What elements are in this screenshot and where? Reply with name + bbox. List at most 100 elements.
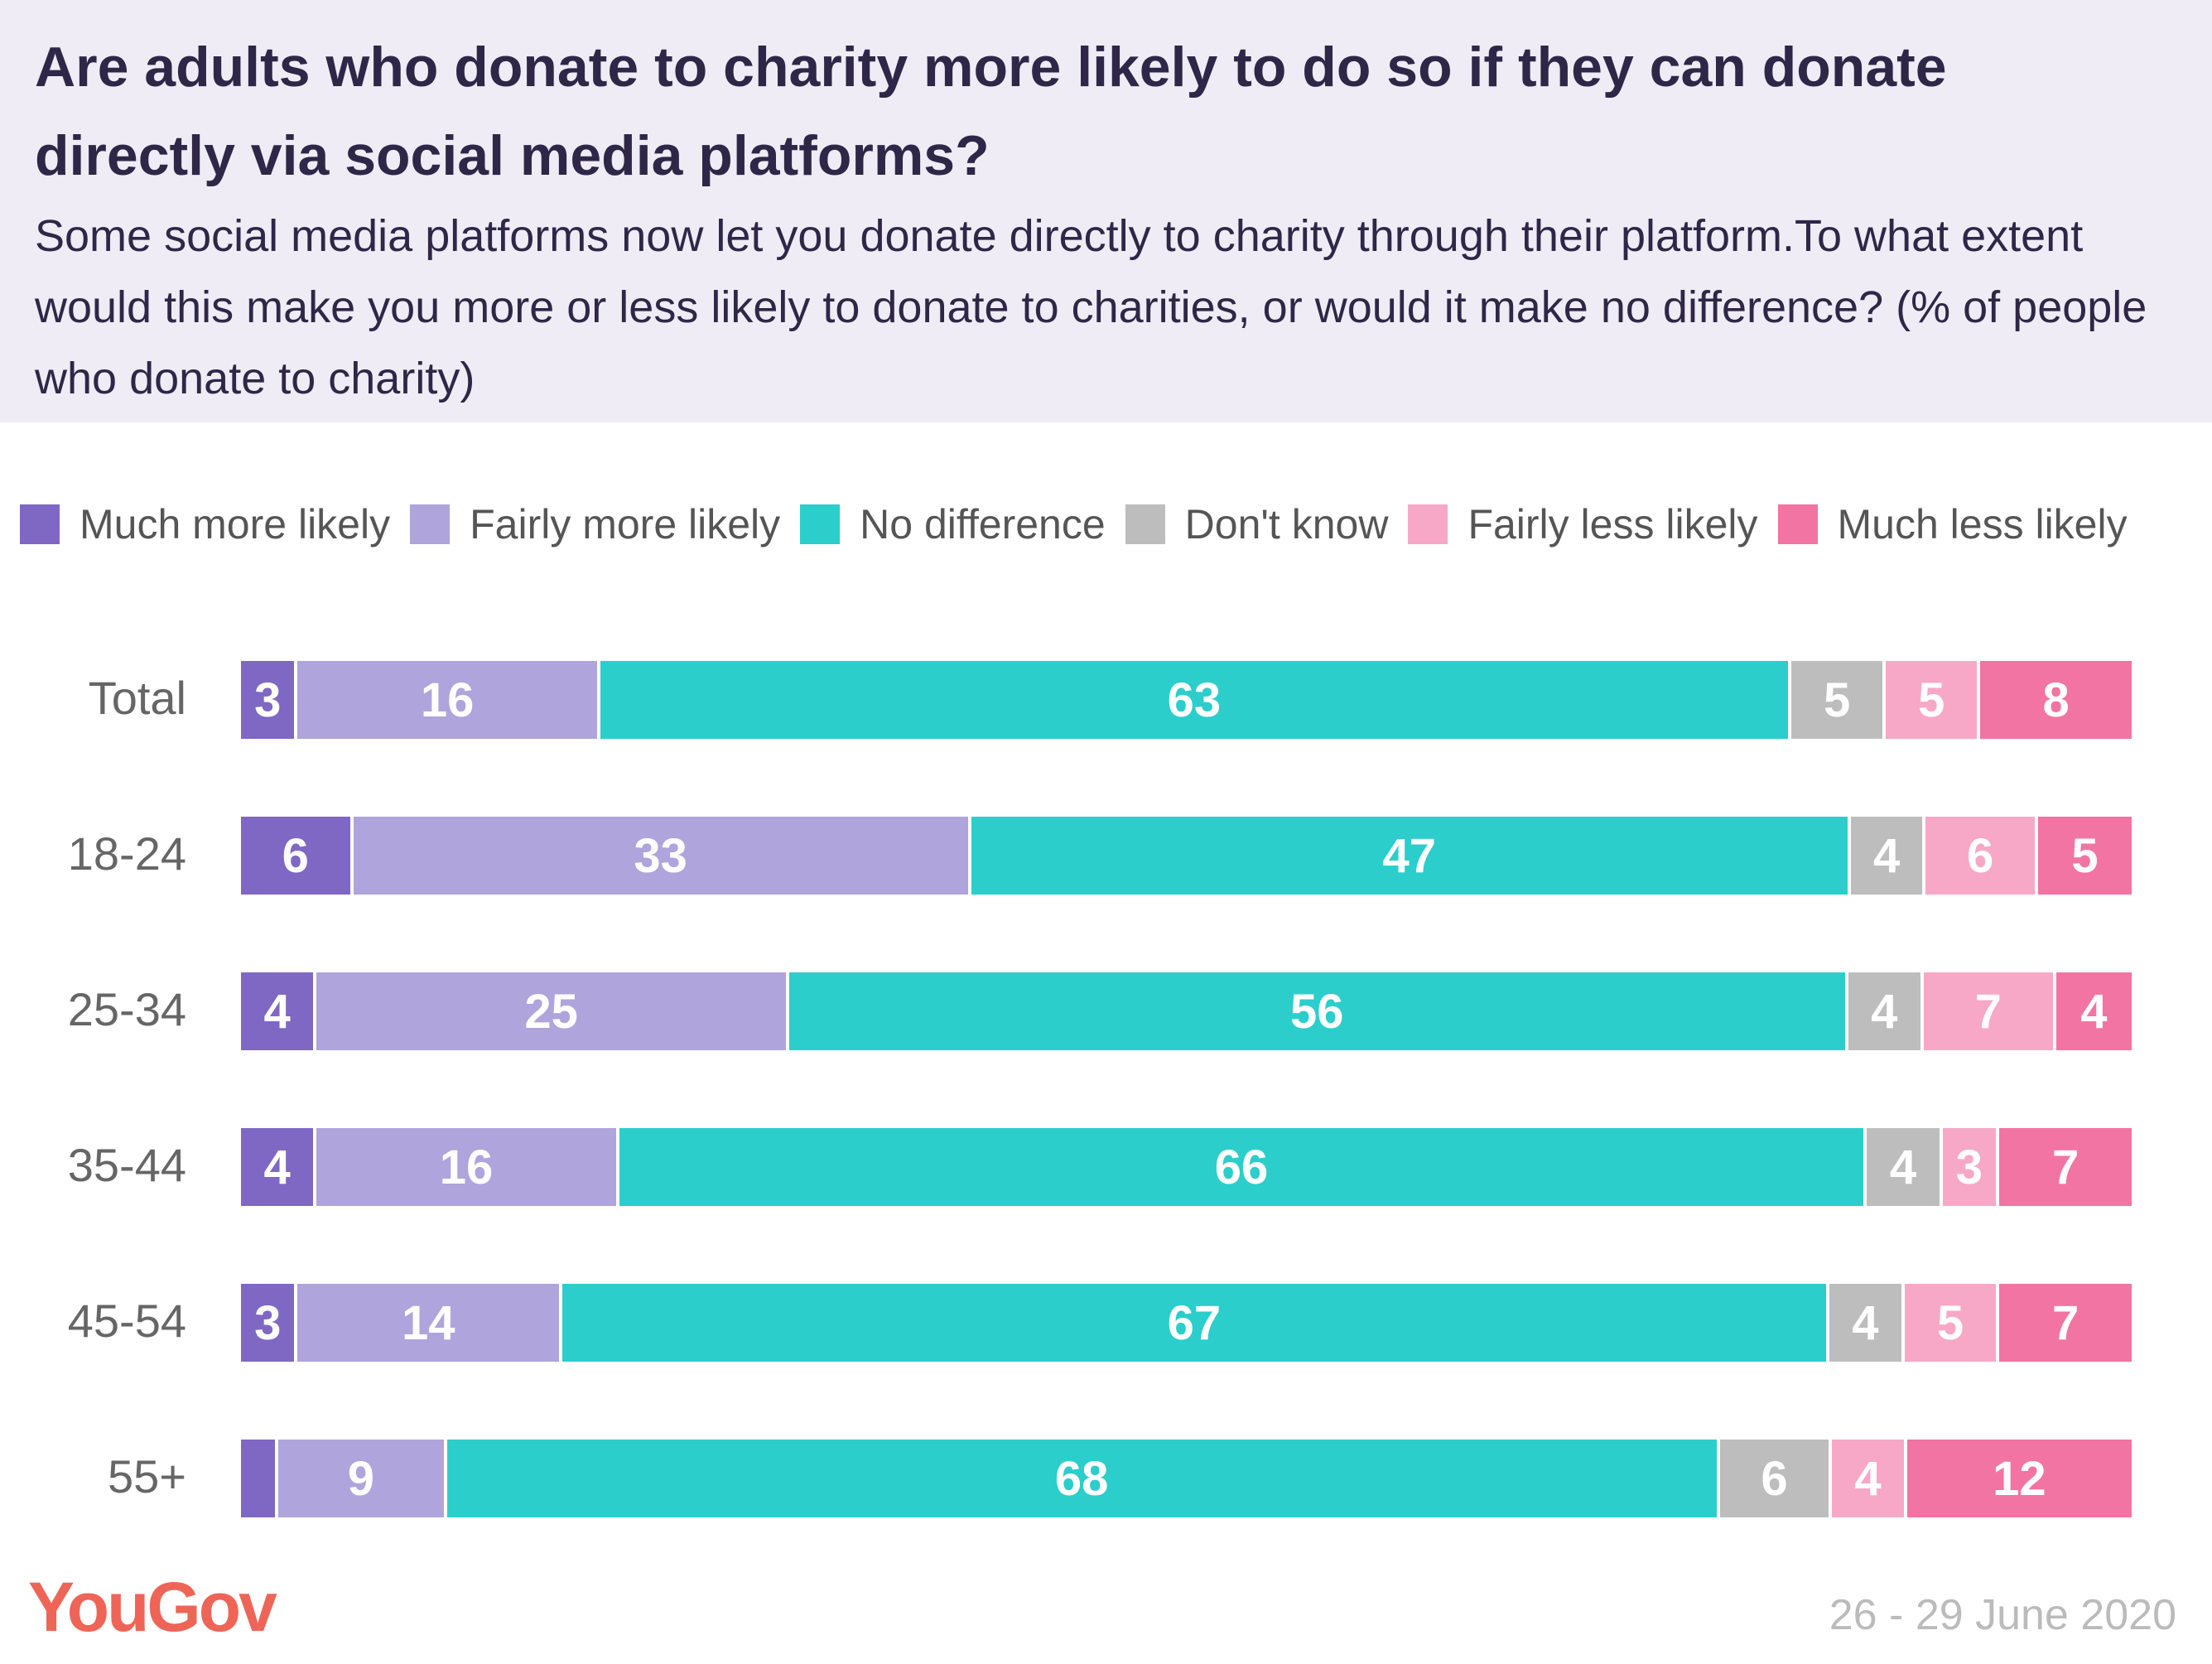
legend-label: Don't know bbox=[1184, 501, 1389, 547]
bar-segment: 3 bbox=[241, 1284, 298, 1362]
data-label: 67 bbox=[1167, 1295, 1222, 1350]
bar-segment: 12 bbox=[1906, 1440, 2132, 1517]
data-label: 6 bbox=[1761, 1451, 1788, 1506]
header-band: Are adults who donate to charity more li… bbox=[0, 0, 2212, 422]
legend-item: Much less likely bbox=[1777, 500, 2128, 548]
data-label: 33 bbox=[634, 828, 687, 883]
bar-segment: 4 bbox=[1867, 1128, 1943, 1206]
category-label: Total bbox=[88, 672, 186, 724]
legend-label: Fairly less likely bbox=[1467, 501, 1758, 547]
data-label: 5 bbox=[1823, 673, 1851, 727]
bar-segment: 8 bbox=[1980, 661, 2132, 739]
bar-segment: 9 bbox=[278, 1440, 447, 1517]
data-label: 3 bbox=[254, 1295, 282, 1350]
bar-segment: 4 bbox=[1832, 1440, 1907, 1517]
data-label: 4 bbox=[1889, 1140, 1917, 1194]
bar-segment: 6 bbox=[1719, 1440, 1833, 1517]
legend-swatch bbox=[800, 504, 841, 544]
bar-segment: 4 bbox=[1829, 1284, 1906, 1362]
bar-segment: 33 bbox=[353, 817, 971, 895]
data-label: 4 bbox=[263, 984, 291, 1039]
data-label: 8 bbox=[2042, 673, 2070, 727]
data-label: 63 bbox=[1167, 673, 1222, 727]
data-label: 3 bbox=[254, 673, 282, 727]
legend-item: Fairly less likely bbox=[1408, 500, 1758, 548]
bar-segment: 7 bbox=[1999, 1128, 2132, 1206]
legend-swatch bbox=[20, 504, 60, 544]
bar-segment: 47 bbox=[971, 817, 1851, 895]
data-label: 7 bbox=[2051, 1295, 2079, 1350]
data-label: 16 bbox=[439, 1140, 494, 1194]
legend-swatch bbox=[1408, 504, 1448, 544]
bar-segment: 25 bbox=[316, 972, 790, 1050]
bar-segment: 6 bbox=[1925, 817, 2038, 895]
bar-segment: 68 bbox=[446, 1440, 1720, 1517]
data-label: 12 bbox=[1993, 1451, 2046, 1506]
data-label: 4 bbox=[1852, 1295, 1879, 1350]
data-label: 5 bbox=[1918, 673, 1945, 727]
data-label: 5 bbox=[2071, 828, 2099, 883]
fieldwork-date: 26 - 29 June 2020 bbox=[1829, 1591, 2176, 1639]
chart-subtitle: Some social media platforms now let you … bbox=[35, 211, 2147, 403]
bar-segment: 16 bbox=[316, 1128, 619, 1206]
data-label: 66 bbox=[1214, 1140, 1269, 1194]
bar-segment: 4 bbox=[241, 972, 317, 1050]
category-label: 55+ bbox=[108, 1450, 186, 1502]
bar-segment: 5 bbox=[2037, 817, 2132, 895]
data-label: 4 bbox=[2080, 984, 2108, 1039]
legend-swatch bbox=[1125, 504, 1165, 544]
legend: Much more likely Fairly more likely No dif… bbox=[20, 500, 2147, 548]
bar-segment: 66 bbox=[619, 1128, 1867, 1206]
data-label: 16 bbox=[420, 673, 475, 727]
data-label: 5 bbox=[1936, 1295, 1964, 1350]
bar-segment: 4 bbox=[241, 1128, 317, 1206]
data-label: 4 bbox=[1854, 1451, 1882, 1506]
data-label: 56 bbox=[1290, 984, 1344, 1039]
category-label: 25-34 bbox=[67, 983, 186, 1035]
bar-segment: 16 bbox=[297, 661, 600, 739]
legend-swatch bbox=[1777, 504, 1818, 544]
data-label: 4 bbox=[1873, 828, 1901, 883]
legend-item: Don't know bbox=[1125, 500, 1389, 548]
data-label: 68 bbox=[1054, 1451, 1109, 1506]
bar-segment: 56 bbox=[789, 972, 1848, 1050]
legend-label: Fairly more likely bbox=[470, 501, 781, 547]
legend-label: Much more likely bbox=[80, 501, 391, 547]
data-label: 9 bbox=[347, 1451, 375, 1506]
bar-segment: 7 bbox=[1999, 1284, 2132, 1362]
legend-swatch bbox=[410, 504, 451, 544]
data-label: 6 bbox=[1967, 828, 1994, 883]
bar-segment: 63 bbox=[600, 661, 1792, 739]
category-label: 45-54 bbox=[67, 1295, 186, 1347]
legend-item: Fairly more likely bbox=[410, 500, 780, 548]
bar-segment: 5 bbox=[1886, 661, 1981, 739]
bar-segment: 67 bbox=[562, 1284, 1829, 1362]
data-label: 47 bbox=[1382, 828, 1436, 883]
bar-segment bbox=[241, 1440, 279, 1517]
data-label: 4 bbox=[263, 1140, 291, 1194]
bar-segment: 3 bbox=[241, 661, 298, 739]
legend-label: No difference bbox=[860, 501, 1106, 547]
bar-segment: 4 bbox=[1850, 817, 1926, 895]
bar-segment: 5 bbox=[1905, 1284, 2000, 1362]
bar-segment: 14 bbox=[297, 1284, 563, 1362]
bar-segment: 6 bbox=[241, 817, 354, 895]
bar-segment: 4 bbox=[1848, 972, 1924, 1050]
legend-item: Much more likely bbox=[20, 500, 390, 548]
bar-segment: 3 bbox=[1942, 1128, 2000, 1206]
data-label: 3 bbox=[1955, 1140, 1983, 1194]
yougov-logo: YouGov bbox=[28, 1568, 277, 1646]
category-label: 35-44 bbox=[67, 1139, 186, 1191]
chart-title: Are adults who donate to charity more li… bbox=[35, 36, 1947, 187]
data-label: 7 bbox=[2051, 1140, 2079, 1194]
data-label: 4 bbox=[1871, 984, 1898, 1039]
data-label: 6 bbox=[282, 828, 309, 883]
bar-segment: 4 bbox=[2055, 972, 2132, 1050]
data-label: 14 bbox=[402, 1295, 455, 1350]
data-label: 25 bbox=[524, 984, 578, 1039]
category-label: 18-24 bbox=[67, 827, 186, 880]
legend-label: Much less likely bbox=[1837, 501, 2128, 547]
data-label: 7 bbox=[1974, 984, 2002, 1039]
bar-segment: 5 bbox=[1791, 661, 1887, 739]
legend-item: No difference bbox=[800, 500, 1106, 548]
